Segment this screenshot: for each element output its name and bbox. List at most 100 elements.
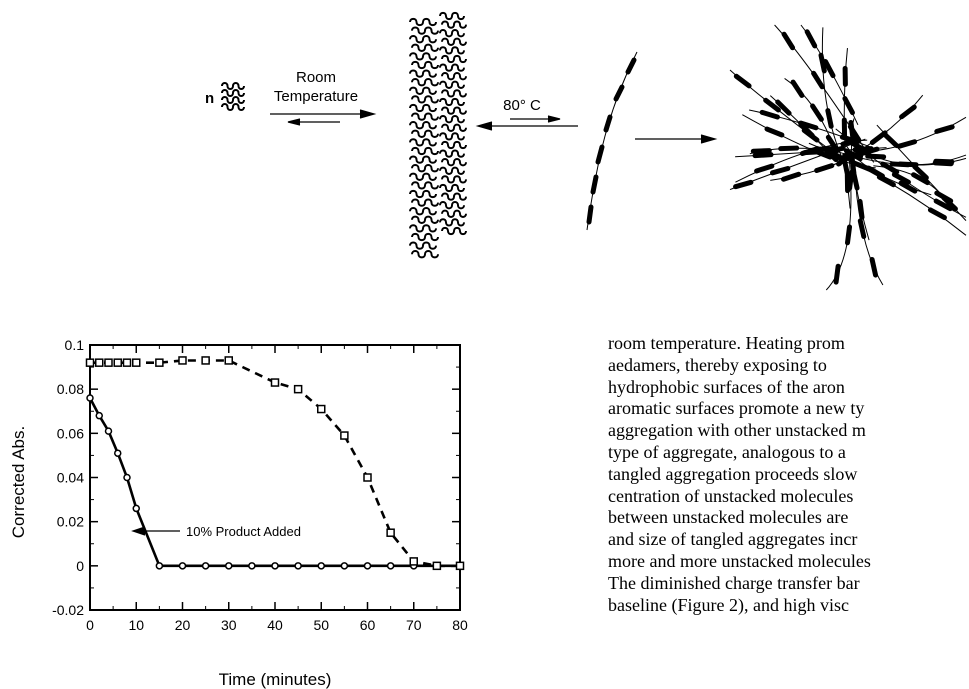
- tangle-segment: [843, 148, 863, 162]
- x-tick-label: 80: [452, 617, 468, 633]
- square-marker: [85, 358, 95, 367]
- tangle-segment: [866, 165, 885, 179]
- x-tick-label: 40: [267, 617, 283, 633]
- circle-marker: [386, 562, 395, 570]
- coil-loop: [221, 96, 245, 104]
- x-axis-label: Time (minutes): [219, 670, 332, 689]
- absorbance-time-chart: 0 10 20 30 40 50 60 70 80 0.10.080.060.040.020-0…: [9, 337, 468, 689]
- stacked-unit: [441, 175, 467, 184]
- tangle-segment: [880, 161, 900, 175]
- tangle-segment: [733, 179, 754, 190]
- tangle-segment: [927, 207, 947, 221]
- tangle-segment: [840, 136, 861, 147]
- circle-marker: [294, 562, 302, 570]
- tangle-segment: [933, 198, 953, 212]
- x-tick-label: 70: [406, 617, 422, 633]
- square-marker: [293, 384, 303, 394]
- circle-marker: [155, 562, 164, 570]
- circle-marker: [340, 562, 349, 570]
- stacked-unit: [411, 215, 439, 224]
- stacked-unit: [441, 158, 467, 167]
- body-text-line: The diminished charge transfer bar: [608, 572, 860, 593]
- tangle-segment: [811, 70, 825, 90]
- body-text-line: aromatic surfaces promote a new ty: [608, 398, 865, 419]
- x-tick-label: 30: [221, 617, 237, 633]
- tangle-segment: [898, 180, 918, 194]
- y-tick-label: 0.02: [57, 514, 84, 530]
- square-marker: [132, 358, 141, 367]
- tangle-segment: [849, 154, 857, 175]
- square-marker: [113, 358, 122, 367]
- x-tick-label: 50: [313, 617, 329, 633]
- stacked-unit: [409, 103, 437, 113]
- y-tick-label: -0.02: [52, 602, 84, 618]
- stacked-unit: [411, 78, 439, 87]
- circle-marker: [317, 562, 325, 570]
- stacked-unit: [441, 123, 467, 132]
- tangle-segment: [911, 172, 930, 186]
- circle-marker: [248, 562, 256, 570]
- tangle-segment: [869, 256, 879, 278]
- arrow1-label-temperature: Temperature: [274, 88, 358, 105]
- circle-marker: [201, 562, 210, 570]
- y-tick-label: 0: [76, 558, 84, 574]
- tangle-segment: [899, 104, 917, 120]
- tangle-segment: [750, 148, 772, 154]
- circle-marker: [86, 394, 94, 402]
- aromatic-segment: [595, 144, 605, 165]
- unstacked-aedamer-strand: [586, 51, 638, 231]
- stacked-unit: [439, 149, 465, 158]
- series-line-circle: [88, 397, 460, 568]
- body-text-line: more and more unstacked molecules: [608, 550, 871, 571]
- circle-marker: [104, 427, 113, 435]
- tangle-segment: [842, 96, 855, 116]
- tangle-segment: [841, 155, 850, 176]
- tangle-segment: [822, 58, 836, 79]
- annotation-label: 10% Product Added: [186, 524, 301, 539]
- circle-marker: [123, 473, 131, 482]
- tangle-segment: [848, 119, 856, 141]
- body-text-line: aedamers, thereby exposing to: [608, 354, 827, 375]
- y-tick-label: 0.08: [57, 381, 84, 397]
- stacked-unit: [409, 69, 437, 78]
- tangle-segment: [763, 97, 781, 113]
- x-tick-label: 10: [128, 617, 144, 633]
- stacked-unit: [409, 207, 437, 216]
- square-marker: [432, 561, 442, 571]
- stacked-aedamer-column-left: [409, 17, 439, 259]
- x-tick-label: 60: [360, 617, 376, 633]
- tangle-segment: [812, 148, 833, 160]
- stacked-unit: [439, 183, 465, 193]
- coil-loop: [221, 82, 245, 90]
- circle-marker: [225, 562, 233, 570]
- stacked-aedamer-column-right: [439, 11, 467, 236]
- tangle-segment: [857, 218, 867, 239]
- aromatic-segment: [586, 204, 594, 225]
- stacked-unit: [439, 97, 465, 107]
- stacked-unit: [441, 37, 467, 46]
- stacked-unit: [411, 26, 439, 35]
- body-text-line: and size of tangled aggregates incr: [608, 529, 858, 550]
- tangle-segment: [825, 108, 834, 129]
- stacked-unit: [439, 218, 465, 227]
- stacked-unit: [441, 192, 467, 201]
- tangle-segment: [821, 145, 839, 163]
- stacked-unit: [411, 198, 439, 207]
- x-tick-label: 0: [86, 617, 94, 633]
- circle-marker: [363, 562, 372, 570]
- tangle-segment: [934, 124, 955, 134]
- square-marker: [340, 431, 349, 440]
- axis-ticks: [89, 344, 461, 611]
- tangle-segment: [896, 139, 918, 149]
- stacked-unit: [411, 181, 439, 190]
- y-axis-label: Corrected Abs.: [9, 426, 28, 538]
- forward-arrow: [635, 134, 718, 144]
- stacked-unit: [441, 20, 467, 29]
- body-text-line: type of aggregate, analogous to a: [608, 441, 846, 462]
- circle-marker: [132, 504, 140, 513]
- aromatic-segment: [613, 84, 625, 102]
- aromatic-segment: [625, 57, 637, 75]
- tangled-aggregate-network: [729, 24, 967, 291]
- coil-loop: [221, 89, 245, 97]
- stacked-unit: [411, 164, 439, 173]
